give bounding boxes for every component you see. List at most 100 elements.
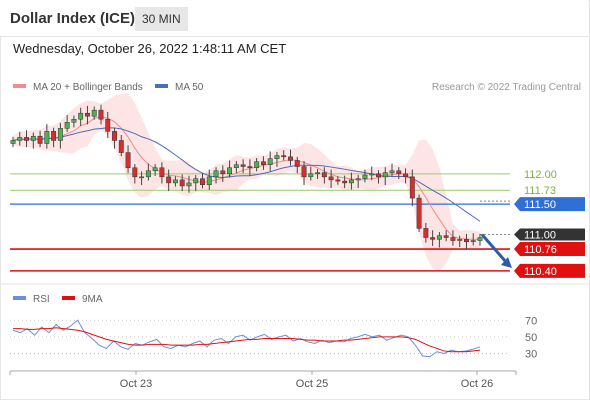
- candle-body: [200, 178, 205, 185]
- x-tick-label: Oct 26: [461, 378, 493, 390]
- candle-body: [193, 178, 199, 184]
- ma50-line: [12, 127, 481, 222]
- candle-body: [125, 152, 131, 169]
- ma50-legend-swatch: [155, 84, 168, 88]
- candle-body: [457, 239, 463, 241]
- x-tick-label: Oct 25: [296, 378, 328, 390]
- rsi-ma-line: [13, 327, 481, 353]
- candle-body: [464, 239, 469, 243]
- candle-body: [335, 179, 341, 182]
- ma20-legend-swatch: [13, 84, 26, 88]
- candle-body: [179, 179, 185, 187]
- candle-body: [436, 235, 442, 240]
- rsi-line: [12, 319, 481, 358]
- candle-body: [84, 112, 90, 117]
- candle-body: [91, 109, 97, 117]
- candle-body: [430, 237, 436, 240]
- candle-body: [477, 237, 483, 241]
- candle-body: [301, 166, 307, 178]
- timeframe-badge[interactable]: 30 MIN: [135, 7, 188, 31]
- copyright-text: Research © 2022 Trading Central: [432, 82, 581, 93]
- candle-body: [267, 158, 273, 165]
- resistance-label: 112.00: [524, 169, 557, 181]
- ma20-line: [12, 116, 481, 241]
- candle-body: [355, 178, 361, 181]
- candle-body: [227, 167, 233, 175]
- pivot-label: 111.50: [524, 199, 556, 211]
- candle-body: [260, 161, 266, 165]
- ma50-legend-label: MA 50: [175, 82, 204, 93]
- candle-body: [139, 176, 145, 179]
- candle-body: [389, 170, 395, 173]
- candle-body: [98, 109, 104, 120]
- candle-body: [247, 166, 253, 169]
- support-label: 110.40: [524, 266, 557, 278]
- candle-body: [51, 131, 57, 141]
- pivot-tag: [514, 197, 585, 212]
- rsi-tick-label: 70: [525, 315, 537, 327]
- bollinger-bands-area: [13, 93, 480, 272]
- support-tag: [514, 242, 585, 257]
- candle-body: [240, 164, 246, 167]
- candle-body: [450, 237, 456, 241]
- candle-body: [112, 131, 117, 141]
- candle-body: [348, 179, 354, 184]
- candle-body: [166, 176, 172, 184]
- candle-body: [308, 173, 314, 178]
- candle-body: [10, 140, 16, 144]
- candle-body: [409, 176, 415, 199]
- candle-body: [30, 135, 36, 141]
- candle-body: [233, 164, 239, 169]
- candle-body: [44, 131, 50, 144]
- instrument-title: Dollar Index (ICE): [10, 10, 136, 27]
- candle-body: [71, 118, 77, 123]
- candle-body: [369, 173, 375, 176]
- chart-header: Dollar Index (ICE) 30 MIN: [0, 0, 588, 37]
- candle-body: [118, 140, 124, 153]
- candle-body: [78, 112, 84, 120]
- x-tick-label: Oct 23: [120, 378, 152, 390]
- candle-body: [376, 173, 381, 178]
- candle-body: [382, 172, 388, 178]
- rsi-ma-legend-swatch: [62, 296, 75, 300]
- candle-body: [213, 170, 219, 178]
- rsi-legend-label: RSI: [33, 294, 50, 305]
- rsi-tick-label: 50: [525, 332, 537, 344]
- candle-body: [288, 156, 293, 161]
- candle-body: [206, 176, 212, 185]
- candle-body: [57, 128, 63, 141]
- candle-body: [172, 179, 178, 184]
- candle-body: [362, 174, 368, 179]
- candle-body: [321, 172, 327, 178]
- candle-body: [423, 228, 429, 238]
- forecast-arrow-head: [501, 257, 512, 269]
- candle-body: [186, 182, 192, 187]
- candle-body: [416, 197, 422, 229]
- candle-body: [105, 118, 111, 132]
- candle-body: [328, 176, 334, 181]
- candle-body: [37, 135, 43, 144]
- candle-body: [470, 240, 476, 243]
- candle-body: [274, 155, 280, 159]
- rsi-legend-swatch: [13, 296, 26, 300]
- candle-body: [64, 122, 70, 129]
- candle-body: [403, 173, 409, 178]
- candle-body: [17, 137, 23, 141]
- candle-body: [159, 167, 165, 178]
- candle-body: [220, 170, 226, 175]
- candle-body: [315, 172, 321, 175]
- rsi-ma-legend-label: 9MA: [82, 294, 103, 305]
- chart-datetime: Wednesday, October 26, 2022 1:48:11 AM C…: [13, 41, 287, 56]
- candle-body: [281, 155, 287, 158]
- candle-body: [132, 167, 138, 178]
- candle-body: [145, 170, 151, 178]
- candle-body: [396, 170, 402, 175]
- candle-body: [443, 235, 449, 238]
- forecast-arrow: [480, 233, 508, 264]
- support-tag: [514, 263, 585, 278]
- candle-body: [294, 160, 300, 167]
- last-price-tag: [514, 228, 585, 241]
- resistance-label: 111.73: [524, 185, 556, 197]
- rsi-tick-label: 30: [525, 348, 537, 360]
